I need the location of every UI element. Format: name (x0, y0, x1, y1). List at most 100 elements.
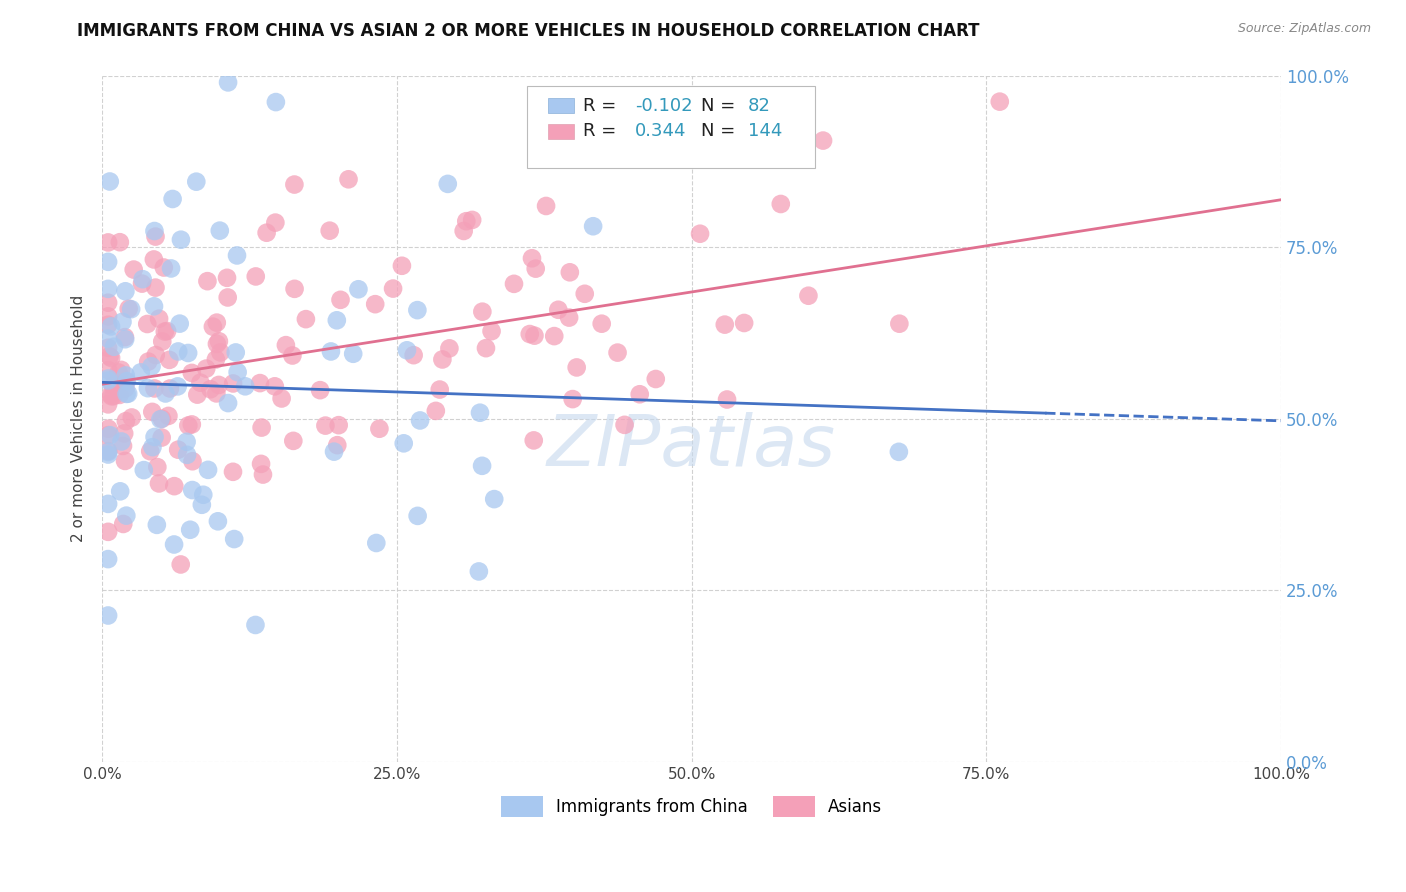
Point (689, 227, 711, 241)
Point (519, 326, 541, 341)
Point (263, 379, 285, 393)
Point (200, 382, 222, 396)
Point (157, 352, 180, 367)
Point (146, 517, 169, 532)
Point (195, 361, 218, 376)
Point (769, 197, 792, 211)
Point (97, 397, 120, 411)
Point (329, 293, 352, 307)
Point (366, 536, 388, 550)
Point (713, 318, 735, 332)
Point (217, 396, 239, 410)
Point (468, 406, 491, 420)
Text: R =: R = (583, 122, 621, 140)
Point (120, 302, 142, 317)
Point (574, 286, 596, 301)
Point (582, 219, 605, 234)
Point (436, 177, 458, 191)
Text: 144: 144 (748, 122, 783, 140)
Point (132, 463, 155, 477)
Point (108, 235, 131, 250)
Point (163, 537, 186, 551)
Point (97, 371, 120, 385)
Point (395, 343, 418, 358)
Point (523, 328, 546, 343)
Point (97, 448, 120, 462)
Point (103, 340, 125, 354)
Point (145, 229, 167, 244)
Point (153, 260, 176, 275)
Point (117, 386, 139, 401)
Point (520, 252, 543, 266)
Point (176, 448, 198, 462)
Point (328, 418, 350, 433)
Point (453, 224, 475, 238)
Point (115, 414, 138, 428)
Point (256, 226, 278, 240)
Point (628, 387, 651, 401)
Point (222, 465, 245, 479)
Point (217, 290, 239, 304)
Point (326, 438, 349, 452)
Point (245, 618, 267, 632)
FancyBboxPatch shape (527, 86, 815, 169)
Point (181, 454, 204, 468)
Point (111, 439, 134, 453)
Point (249, 376, 271, 390)
Point (167, 442, 190, 457)
Point (250, 457, 273, 471)
Point (97, 318, 120, 332)
Point (337, 172, 360, 186)
Point (142, 252, 165, 267)
Point (461, 213, 484, 227)
Point (534, 199, 557, 213)
Point (318, 224, 340, 238)
Point (283, 178, 305, 192)
Point (167, 344, 190, 359)
Point (112, 426, 135, 441)
Point (141, 440, 163, 454)
Point (98, 349, 121, 363)
Point (97, 282, 120, 296)
Point (170, 233, 193, 247)
Point (115, 374, 138, 388)
Point (97, 235, 120, 250)
Point (108, 484, 131, 499)
Point (392, 436, 415, 450)
Point (402, 348, 425, 362)
Legend: Immigrants from China, Asians: Immigrants from China, Asians (495, 789, 889, 823)
Point (208, 334, 231, 349)
Point (270, 392, 292, 406)
Point (208, 224, 231, 238)
Point (156, 324, 179, 338)
Point (456, 214, 478, 228)
Point (131, 277, 153, 291)
Point (176, 434, 198, 449)
Point (197, 463, 219, 477)
Point (252, 467, 274, 482)
Point (160, 261, 183, 276)
Point (143, 224, 166, 238)
Point (264, 216, 287, 230)
Point (205, 316, 228, 330)
Point (100, 387, 122, 401)
Point (169, 317, 191, 331)
Point (150, 411, 173, 425)
Point (186, 175, 208, 189)
Point (606, 345, 628, 359)
Point (264, 95, 287, 109)
Point (114, 454, 136, 468)
Point (136, 317, 159, 331)
Point (97, 608, 120, 623)
Point (644, 372, 666, 386)
Point (115, 387, 138, 401)
Point (143, 299, 166, 313)
Point (131, 272, 153, 286)
Point (205, 386, 228, 401)
Point (425, 404, 447, 418)
Text: N =: N = (702, 96, 741, 115)
Point (98, 174, 121, 188)
Point (145, 348, 167, 362)
Point (205, 352, 228, 367)
Point (177, 418, 200, 433)
